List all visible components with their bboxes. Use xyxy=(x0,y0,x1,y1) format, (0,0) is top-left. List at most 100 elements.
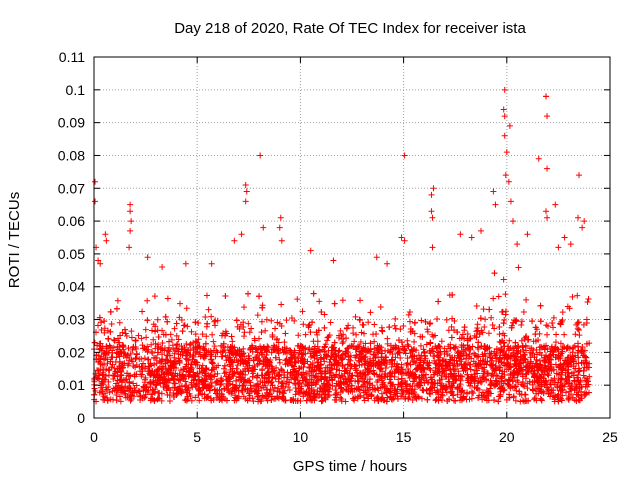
data-point xyxy=(98,353,105,360)
data-point xyxy=(535,337,542,344)
data-point xyxy=(406,308,413,315)
data-point xyxy=(217,377,224,384)
data-point xyxy=(274,393,281,400)
data-point xyxy=(196,376,203,383)
data-point xyxy=(360,321,367,328)
data-point xyxy=(292,359,299,366)
data-point xyxy=(392,325,399,332)
data-point xyxy=(192,319,199,326)
data-point xyxy=(298,347,305,354)
data-point xyxy=(553,331,560,338)
data-point xyxy=(204,320,211,327)
data-point xyxy=(348,342,355,349)
data-point xyxy=(222,332,229,339)
data-point xyxy=(259,304,266,311)
data-point xyxy=(536,362,543,369)
data-point xyxy=(446,378,453,385)
data-point xyxy=(104,356,111,363)
data-point xyxy=(302,371,309,378)
data-point xyxy=(411,358,418,365)
data-point xyxy=(419,365,426,372)
data-point xyxy=(116,319,123,326)
data-point xyxy=(219,397,226,404)
data-point xyxy=(159,340,166,347)
data-point xyxy=(127,350,134,357)
data-point xyxy=(95,257,102,264)
data-point xyxy=(95,375,102,382)
data-point xyxy=(300,363,307,370)
data-point xyxy=(438,362,445,369)
data-point xyxy=(171,384,178,391)
data-point xyxy=(546,359,553,366)
data-point xyxy=(208,367,215,374)
data-point xyxy=(373,254,380,261)
data-point xyxy=(443,367,450,374)
data-point xyxy=(400,389,407,396)
data-point xyxy=(460,342,467,349)
data-point xyxy=(111,372,118,379)
data-point xyxy=(223,380,230,387)
data-point xyxy=(149,327,156,334)
data-point xyxy=(342,348,349,355)
data-point xyxy=(311,390,318,397)
data-point xyxy=(314,377,321,384)
data-point xyxy=(262,356,269,363)
data-point xyxy=(430,185,437,192)
data-point xyxy=(407,329,414,336)
data-point xyxy=(443,316,450,323)
data-point xyxy=(245,368,252,375)
data-point xyxy=(199,391,206,398)
data-point xyxy=(105,335,112,342)
data-point xyxy=(345,322,352,329)
data-point xyxy=(387,373,394,380)
data-point xyxy=(139,342,146,349)
data-point xyxy=(292,391,299,398)
data-point xyxy=(375,346,382,353)
data-point xyxy=(512,362,519,369)
data-point xyxy=(507,198,514,205)
data-point xyxy=(492,377,499,384)
data-point xyxy=(238,370,245,377)
data-point xyxy=(305,322,312,329)
data-point xyxy=(310,350,317,357)
data-point xyxy=(199,362,206,369)
data-point xyxy=(181,322,188,329)
data-point xyxy=(534,377,541,384)
data-point xyxy=(126,373,133,380)
data-point xyxy=(565,369,572,376)
data-point xyxy=(172,380,179,387)
data-point xyxy=(353,385,360,392)
data-point xyxy=(232,385,239,392)
data-point xyxy=(441,345,448,352)
data-point xyxy=(208,260,215,267)
data-point xyxy=(218,353,225,360)
data-point xyxy=(523,397,530,404)
data-point xyxy=(262,346,269,353)
data-point xyxy=(130,344,137,351)
data-point xyxy=(240,324,247,331)
data-point xyxy=(371,370,378,377)
data-point xyxy=(144,343,151,350)
data-point xyxy=(543,208,550,215)
data-point xyxy=(171,364,178,371)
data-point xyxy=(151,371,158,378)
data-point xyxy=(311,364,318,371)
data-point xyxy=(550,314,557,321)
data-point xyxy=(390,395,397,402)
data-point xyxy=(169,342,176,349)
data-point xyxy=(532,331,539,338)
data-point xyxy=(458,361,465,368)
data-point xyxy=(356,351,363,358)
data-point xyxy=(557,340,564,347)
data-point xyxy=(321,348,328,355)
data-point xyxy=(404,359,411,366)
data-point xyxy=(575,396,582,403)
data-point xyxy=(284,360,291,367)
data-point xyxy=(299,356,306,363)
data-point xyxy=(367,359,374,366)
data-point xyxy=(550,387,557,394)
data-point xyxy=(141,355,148,362)
data-point xyxy=(569,353,576,360)
data-point xyxy=(95,322,102,329)
y-tick-label: 0.07 xyxy=(58,180,85,196)
